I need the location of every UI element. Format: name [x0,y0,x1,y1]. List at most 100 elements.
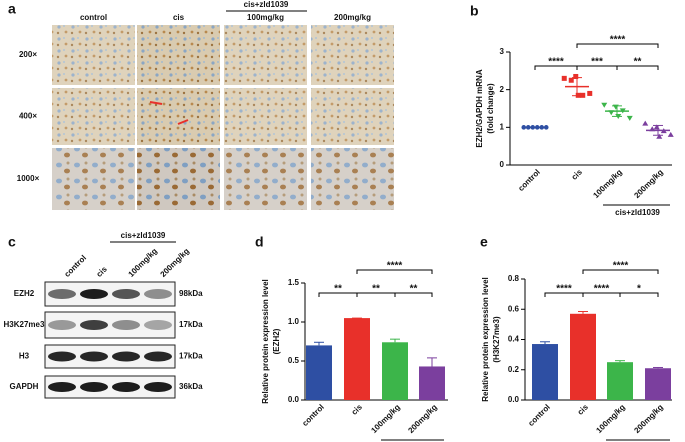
significance-label: ** [334,284,342,295]
micrograph [52,88,135,145]
panel-label: c [8,234,16,250]
bar [419,366,445,400]
blot-band [48,382,76,392]
column-label: 100mg/kg [247,13,284,22]
bar [344,318,370,400]
y-tick-label: 2 [500,85,505,94]
blot [44,375,176,399]
point [568,77,574,83]
band-name: H3K27me3 [4,320,45,329]
arrow [177,119,189,125]
significance-label: ** [634,57,642,68]
micrograph [311,88,394,145]
y-axis-label: EZH2/GAPDH mRNA [475,69,484,147]
x-tick-label: 100mg/kg [594,402,627,435]
panel-a: a cis+zld1039 [8,0,307,17]
blot-band [144,351,172,362]
blot-band [112,351,140,362]
significance-label: **** [556,284,572,295]
panel-c: c cis+zld1039 [8,231,176,250]
micrograph [137,25,220,85]
y-tick-label: 1.0 [288,317,300,326]
column-label: control [80,13,107,22]
lane-label: 200mg/kg [159,246,192,279]
band-size: 17kDa [179,320,203,329]
significance-label: **** [387,261,403,272]
y-axis-label: Relative protein expression level [261,279,270,404]
micrograph [52,148,135,210]
micrograph [137,148,220,210]
x-tick-label: cis [570,167,585,182]
point [642,120,649,126]
significance-label: **** [610,35,626,46]
y-tick-label: 3 [500,47,505,56]
panel-label: a [8,1,16,17]
group-label: cis+zld1039 [615,208,660,217]
micrograph [224,148,307,210]
x-tick-label: 100mg/kg [591,167,624,200]
significance-bracket [576,43,659,48]
blot-band [80,351,108,362]
y-axis-label: (EZH2) [272,328,281,354]
point [626,115,633,121]
x-tick-label: cis [350,402,365,417]
x-tick-label: 100mg/kg [369,402,402,435]
bar [306,345,332,400]
micrograph [311,25,394,85]
blot-band [112,289,140,299]
bar [532,344,558,400]
x-tick-label: 200mg/kg [406,402,439,435]
lane-label: cis [95,264,110,279]
band-size: 36kDa [179,382,203,391]
band-size: 17kDa [179,352,203,361]
column-label: cis [173,13,185,22]
blot [44,311,176,339]
bar [382,342,408,400]
micrograph [224,25,307,85]
arrow [149,101,163,105]
point [573,73,579,79]
significance-label: *** [591,57,603,68]
significance-bracket [356,269,433,274]
y-tick-label: 0.6 [508,304,520,313]
row-label: 200× [19,50,37,59]
blot-band [48,351,76,362]
point [587,90,593,96]
blot-band [48,320,76,330]
point [667,131,674,137]
blot-band [112,382,140,392]
significance-label: **** [613,261,629,272]
bar [607,362,633,400]
lane-label: 100mg/kg [127,246,160,279]
band-name: EZH2 [14,289,35,298]
band-name: GAPDH [10,382,39,391]
y-tick-label: 0.4 [508,335,520,344]
panel-label: d [255,234,264,250]
significance-bracket [616,65,659,70]
significance-label: ** [372,284,380,295]
bar [645,368,671,400]
column-label: 200mg/kg [334,13,371,22]
row-label: 1000× [17,174,40,183]
y-tick-label: 0 [500,160,505,169]
blot-band [80,320,108,330]
significance-label: **** [594,284,610,295]
point [561,75,567,81]
y-tick-label: 0.0 [288,395,300,404]
point [601,102,608,108]
y-tick-label: 0.2 [508,365,520,374]
lane-label: control [63,253,89,279]
group-label: cis+zld1039 [244,0,289,9]
blot [44,344,176,369]
y-axis-label: Relative protein expression level [481,277,490,402]
blot-band [80,382,108,392]
panel-label: b [470,3,479,19]
blot-band [144,320,172,330]
significance-label: **** [548,57,564,68]
x-tick-label: cis [576,402,591,417]
band-size: 98kDa [179,289,203,298]
x-tick-label: control [526,403,552,429]
significance-bracket [394,292,433,297]
x-tick-label: control [300,403,326,429]
